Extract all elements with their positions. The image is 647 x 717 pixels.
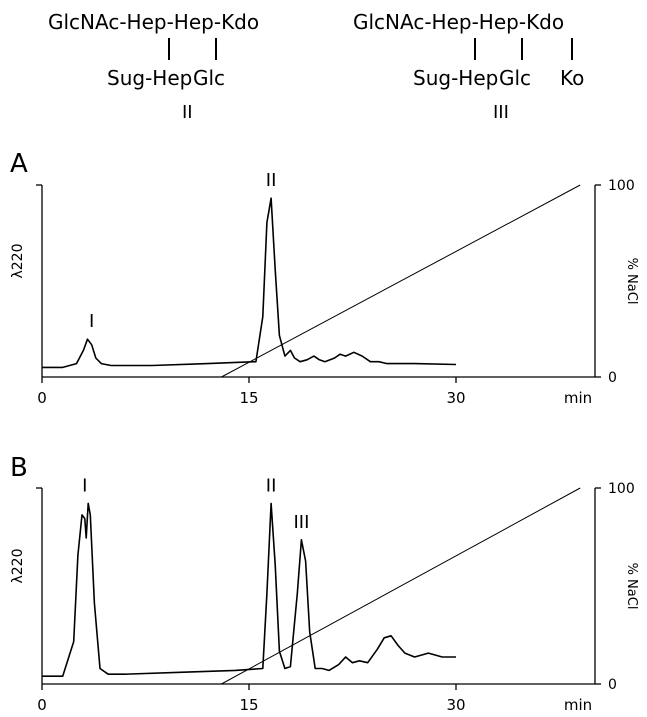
- panel-b-right-tick-label-0: 0: [608, 677, 617, 693]
- panel-b-peak-label-i: I: [82, 475, 87, 496]
- panel-a-right-axis-label: % NaCl: [624, 258, 639, 305]
- panel-a-x-tick-label-30: 30: [446, 389, 465, 407]
- panel-b-x-tick-label-0: 0: [37, 696, 47, 714]
- panel-b-peak-label-iii: III: [293, 512, 309, 533]
- panel-a-peak-label-ii: II: [266, 170, 277, 191]
- panel-b-x-tick-label-15: 15: [239, 696, 258, 714]
- panel-b-label: B: [10, 453, 28, 483]
- panel-a-peak-label-i: I: [89, 311, 94, 332]
- panel-a-x-axis-label: min: [564, 389, 592, 407]
- panel-b-x-axis-label: min: [564, 696, 592, 714]
- panel-b-gradient-line: [221, 488, 580, 684]
- panel-a-right-tick-label-0: 0: [608, 370, 617, 386]
- panel-a-x-tick-label-0: 0: [37, 389, 47, 407]
- panel-a-x-tick-label-15: 15: [239, 389, 258, 407]
- panel-a-label: A: [10, 149, 28, 179]
- panel-a-right-tick-label-100: 100: [608, 178, 635, 194]
- panel-a-absorbance-trace: [42, 198, 456, 367]
- panel-b-x-tick-label-30: 30: [446, 696, 465, 714]
- panel-b-right-axis-label: % NaCl: [624, 563, 639, 610]
- panel-b-right-tick-label-100: 100: [608, 481, 635, 497]
- panel-b-left-axis-label: λ220: [10, 548, 26, 583]
- panel-a-left-axis-label: λ220: [10, 243, 26, 278]
- panel-b-peak-label-ii: II: [266, 475, 277, 496]
